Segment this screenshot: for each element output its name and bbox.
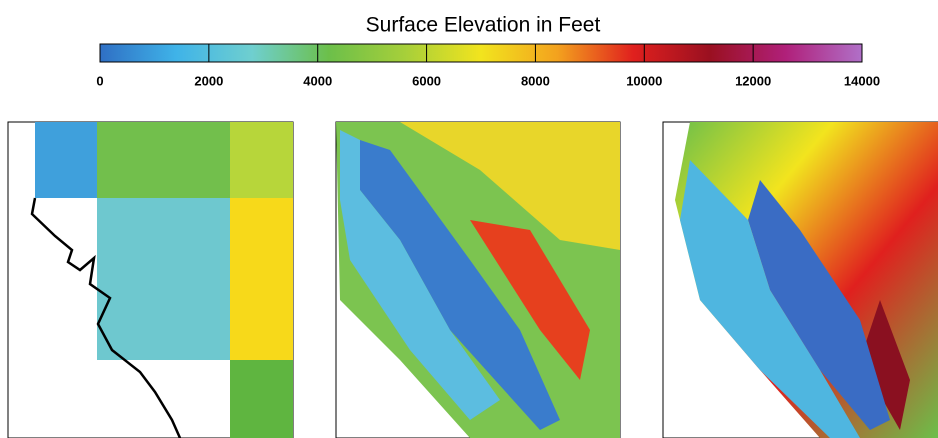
tick-label: 2000 bbox=[194, 73, 223, 88]
tick-label: 10000 bbox=[626, 73, 662, 88]
tick-label: 8000 bbox=[521, 73, 550, 88]
fine-panel bbox=[663, 122, 938, 438]
coarse-panel bbox=[8, 122, 293, 438]
tick-label: 6000 bbox=[412, 73, 441, 88]
tick-label: 14000 bbox=[844, 73, 880, 88]
colorbar: 0 2000 4000 6000 8000 10000 12000 14000 bbox=[96, 44, 880, 88]
medium-panel bbox=[336, 122, 620, 438]
tick-label: 4000 bbox=[303, 73, 332, 88]
figure: Surface Elevation in Feet 0 2000 4000 6000 8… bbox=[0, 0, 938, 438]
tick-label: 12000 bbox=[735, 73, 771, 88]
colorbar-fill bbox=[100, 44, 862, 62]
tick-label: 0 bbox=[96, 73, 103, 88]
chart-title: Surface Elevation in Feet bbox=[366, 14, 601, 37]
